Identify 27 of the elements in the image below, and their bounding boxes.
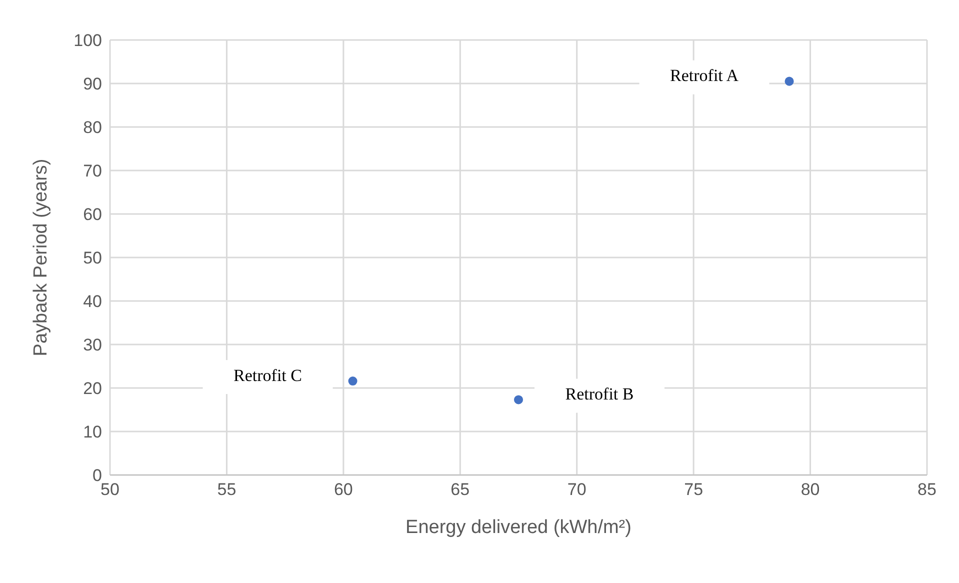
y-tick-label: 80 <box>83 118 102 138</box>
x-tick-label: 75 <box>684 480 704 500</box>
x-tick-label: 65 <box>450 480 470 500</box>
y-tick-label: 30 <box>83 336 102 355</box>
point <box>514 395 524 404</box>
y-tick-label: 0 <box>92 466 102 486</box>
y-tick-label: 70 <box>83 162 102 181</box>
x-tick-label: 85 <box>918 480 936 500</box>
annotation: Retrofit C <box>234 366 302 385</box>
x-tick-label: 60 <box>334 480 353 500</box>
y-tick-label: 60 <box>83 205 102 224</box>
x-tick-label: 55 <box>217 480 236 500</box>
x-tick-label: 70 <box>567 480 586 500</box>
x-axis-title: Energy delivered (kWh/m²) <box>406 517 632 538</box>
y-tick-label: 50 <box>83 248 102 268</box>
x-tick-label: 80 <box>800 480 820 500</box>
y-tick-label: 10 <box>83 422 102 442</box>
annotation: Retrofit B <box>565 384 634 404</box>
point <box>784 76 794 86</box>
y-tick-label: 90 <box>83 74 102 94</box>
y-tick-label: 20 <box>83 379 102 398</box>
x-tick-label: 50 <box>100 480 120 500</box>
annotation: Retrofit A <box>670 66 740 86</box>
y-tick-label: 100 <box>74 31 102 50</box>
y-tick-label: 40 <box>83 292 102 312</box>
point <box>348 376 358 386</box>
y-axis-title: Payback Period (years) <box>30 158 52 356</box>
